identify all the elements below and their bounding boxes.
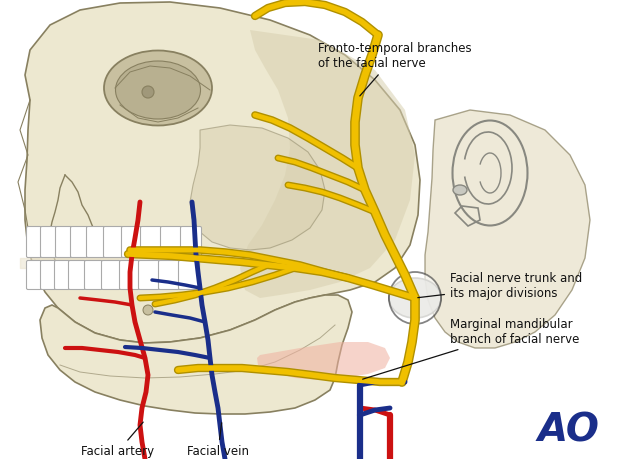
FancyBboxPatch shape [27, 261, 42, 290]
Polygon shape [190, 125, 325, 250]
Text: AO: AO [537, 411, 599, 449]
Polygon shape [240, 30, 415, 298]
Polygon shape [257, 342, 390, 380]
FancyBboxPatch shape [55, 261, 71, 290]
Text: Fronto-temporal branches
of the facial nerve: Fronto-temporal branches of the facial n… [318, 42, 472, 96]
FancyBboxPatch shape [71, 226, 89, 257]
FancyBboxPatch shape [161, 226, 182, 257]
Text: Marginal mandibular
branch of facial nerve: Marginal mandibular branch of facial ner… [363, 318, 579, 379]
FancyBboxPatch shape [180, 226, 202, 257]
FancyBboxPatch shape [102, 261, 120, 290]
FancyBboxPatch shape [104, 226, 123, 257]
FancyBboxPatch shape [179, 261, 200, 290]
Ellipse shape [104, 50, 212, 125]
Circle shape [142, 86, 154, 98]
Circle shape [389, 272, 441, 324]
Polygon shape [25, 2, 420, 343]
Polygon shape [425, 110, 590, 348]
FancyBboxPatch shape [141, 226, 161, 257]
FancyBboxPatch shape [120, 261, 140, 290]
FancyBboxPatch shape [68, 261, 86, 290]
FancyBboxPatch shape [40, 226, 58, 257]
FancyBboxPatch shape [87, 226, 105, 257]
FancyBboxPatch shape [56, 226, 73, 257]
Ellipse shape [115, 61, 200, 119]
FancyBboxPatch shape [122, 226, 141, 257]
Circle shape [143, 305, 153, 315]
FancyBboxPatch shape [84, 261, 102, 290]
Ellipse shape [389, 278, 441, 318]
Text: Facial vein: Facial vein [187, 423, 249, 458]
FancyBboxPatch shape [159, 261, 180, 290]
Polygon shape [40, 295, 352, 414]
Text: Facial artery: Facial artery [81, 422, 154, 458]
FancyBboxPatch shape [40, 261, 56, 290]
FancyBboxPatch shape [27, 226, 42, 257]
Ellipse shape [453, 185, 467, 195]
Text: Facial nerve trunk and
its major divisions: Facial nerve trunk and its major divisio… [418, 272, 582, 300]
FancyBboxPatch shape [138, 261, 159, 290]
